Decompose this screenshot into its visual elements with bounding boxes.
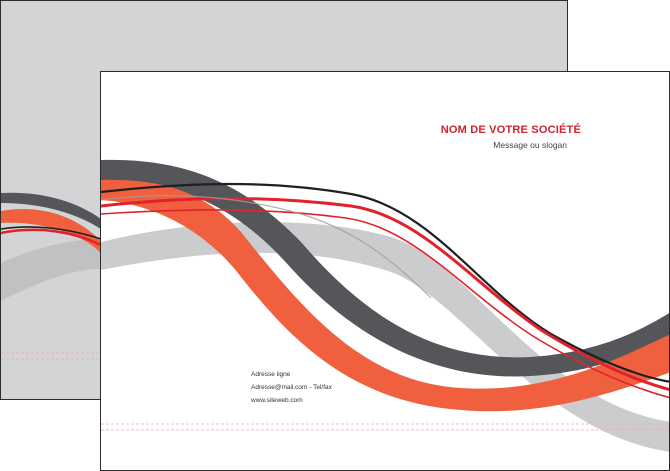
back-red-line [1,228,102,247]
company-name: NOM DE VOTRE SOCIÉTÉ [440,124,581,136]
contact-block: Adresse ligne Adresse@mail.com - Tel/fax… [251,368,431,407]
company-slogan: Message ou slogan [493,140,567,150]
address-line: Adresse ligne [251,371,291,378]
front-wave-graphic [101,159,669,452]
back-coral-band [1,209,101,253]
red-line-lower [101,209,669,399]
back-wave-graphic [1,192,102,360]
back-dark-band [1,192,101,229]
black-line [101,182,669,383]
email-phone-line: Adresse@mail.com - Tel/fax [251,384,332,391]
front-page: NOM DE VOTRE SOCIÉTÉ Message ou slogan A… [100,71,670,471]
back-black-line [1,226,102,240]
dark-gray-band [101,159,669,377]
website-line: www.siteweb.com [251,397,303,404]
coral-band [101,179,669,412]
back-gray-band [1,239,101,301]
light-gray-band [101,222,669,452]
gray-line [101,195,432,299]
